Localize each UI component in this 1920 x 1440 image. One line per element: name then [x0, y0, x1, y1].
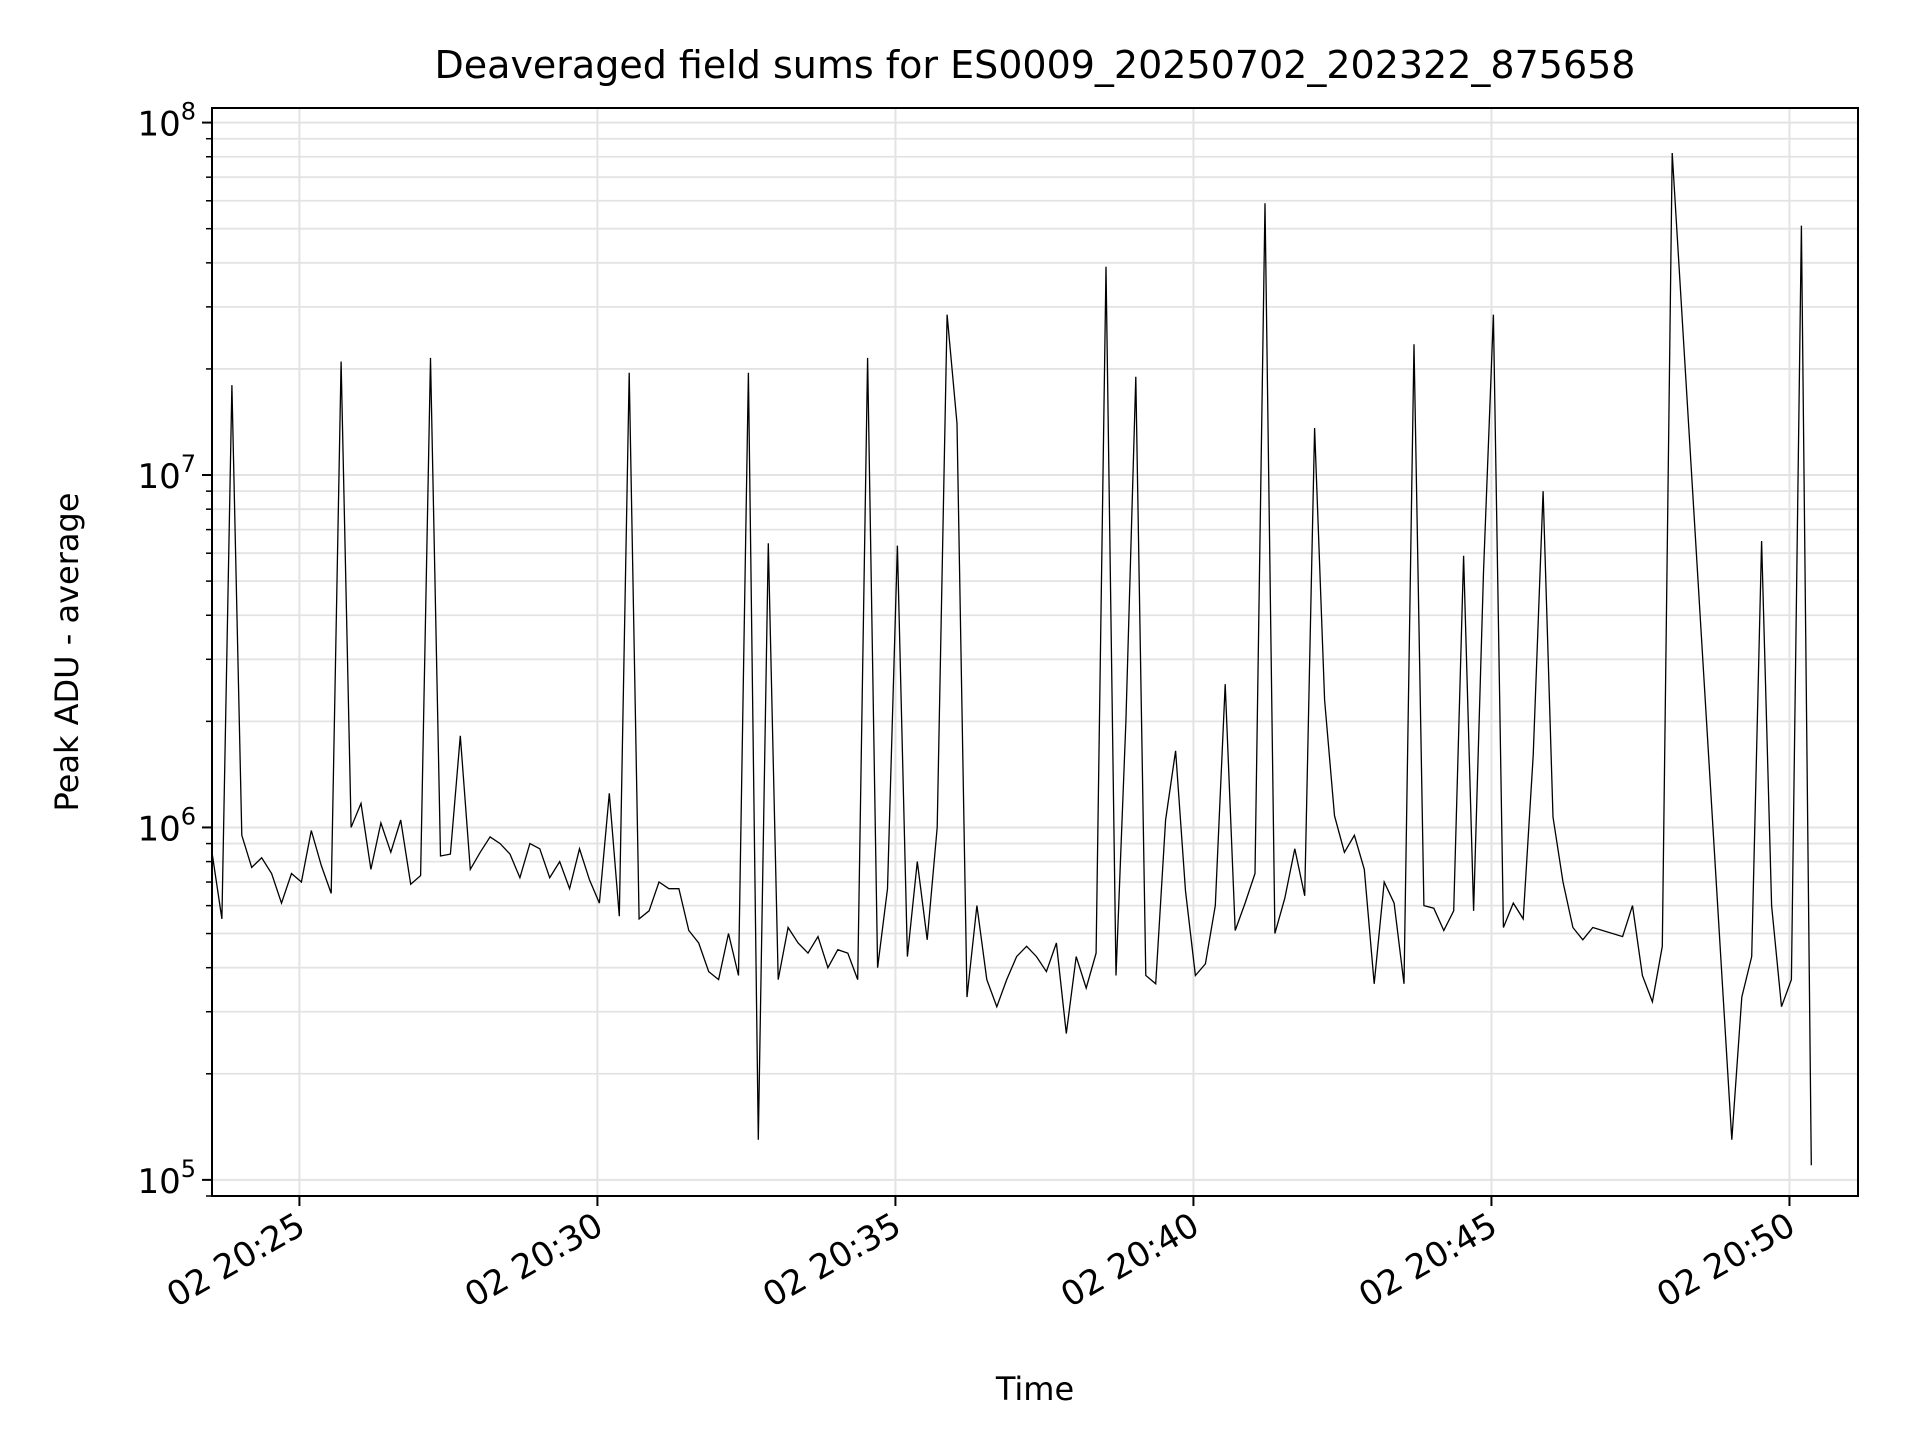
y-tick-label: 105 [137, 1155, 196, 1202]
y-tick-label: 106 [137, 802, 196, 849]
series [211, 152, 1812, 1166]
series-line [211, 152, 1812, 1166]
chart-title: Deaveraged field sums for ES0009_2025070… [435, 43, 1636, 87]
grid [212, 108, 1858, 1197]
x-axis-label: Time [995, 1370, 1074, 1408]
y-tick-label: 107 [137, 450, 196, 497]
y-axis-label: Peak ADU - average [48, 493, 86, 812]
plot-frame [211, 107, 1859, 1197]
y-tick-label: 108 [137, 98, 196, 145]
axis-ticks [202, 121, 1791, 1206]
